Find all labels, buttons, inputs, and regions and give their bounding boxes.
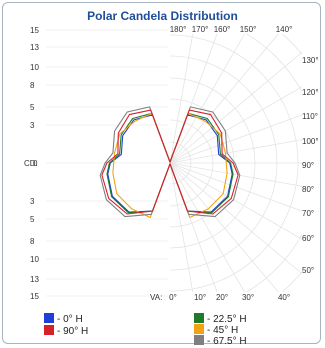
- legend-item: - 0° H: [44, 313, 83, 325]
- legend-label: - 45° H: [207, 325, 239, 336]
- cd-tick-label: 0: [33, 159, 38, 168]
- legend-label: - 0° H: [57, 314, 83, 325]
- legend-swatch: [44, 325, 54, 335]
- right-angle-label: 80°: [302, 185, 314, 194]
- grid-spoke: [169, 34, 194, 164]
- legend-swatch: [194, 335, 204, 345]
- grid-spoke: [169, 162, 302, 187]
- grid-spoke: [169, 86, 302, 164]
- cd-tick-label: 3: [30, 121, 35, 130]
- cd-tick-label: 10: [30, 255, 39, 264]
- right-angle-label: 70°: [302, 209, 314, 218]
- legend-item: - 67.5° H: [194, 335, 247, 347]
- top-angle-label: 160°: [214, 25, 231, 34]
- cd-tick-label: 15: [30, 26, 39, 35]
- legend-label: - 22.5° H: [207, 314, 247, 325]
- legend-item: - 22.5° H: [194, 313, 247, 325]
- legend-swatch: [194, 324, 204, 334]
- chart-title: Polar Candela Distribution: [87, 9, 238, 23]
- bottom-angle-label: 40°: [278, 293, 290, 302]
- cd-tick-label: 8: [30, 237, 35, 246]
- right-angle-label: 50°: [302, 266, 314, 275]
- right-angle-label: 90°: [302, 161, 314, 170]
- legend-item: - 90° H: [44, 325, 88, 337]
- legend-swatch: [194, 313, 204, 323]
- bottom-angle-label: 20°: [216, 293, 228, 302]
- grid-spoke: [169, 162, 302, 240]
- series-line: [101, 109, 239, 215]
- right-angle-label: 110°: [302, 112, 318, 121]
- grid-spoke: [169, 34, 245, 164]
- legend-swatch: [44, 313, 54, 323]
- grid-spoke: [169, 139, 302, 164]
- cd-tick-label: 10: [30, 63, 39, 72]
- cd-tick-label: 3: [30, 197, 35, 206]
- va-label: VA:: [150, 293, 162, 302]
- cd-tick-label: 15: [30, 292, 39, 301]
- bottom-angle-label: 10°: [194, 293, 206, 302]
- grid-spoke: [169, 162, 302, 212]
- bottom-angle-label: 30°: [242, 293, 254, 302]
- right-angle-label: 60°: [302, 234, 314, 243]
- grid-spoke: [169, 162, 194, 292]
- cd-tick-label: 5: [30, 103, 35, 112]
- right-angle-label: 100°: [302, 137, 319, 146]
- grid-spoke: [169, 162, 245, 292]
- legend-label: - 67.5° H: [207, 336, 247, 347]
- cd-tick-label: 13: [30, 43, 39, 52]
- cd-tick-label: 8: [30, 81, 35, 90]
- grid-spoke: [169, 162, 279, 292]
- legend-label: - 90° H: [57, 326, 89, 337]
- bottom-angle-label: 0°: [169, 293, 177, 302]
- top-angle-label: 150°: [240, 25, 257, 34]
- chart-frame: [2, 2, 321, 344]
- legend-item: - 45° H: [194, 324, 238, 336]
- grid-spoke: [169, 162, 302, 275]
- grid-spoke: [169, 34, 279, 164]
- top-angle-label: 140°: [276, 25, 293, 34]
- right-angle-label: 130°: [302, 56, 319, 65]
- right-angle-label: 120°: [302, 88, 319, 97]
- grid-spoke: [169, 114, 302, 164]
- top-angle-label: 170°: [192, 25, 209, 34]
- cd-tick-label: 5: [30, 215, 35, 224]
- cd-axis-label: CD:: [24, 159, 38, 168]
- top-angle-label: 180°: [170, 25, 187, 34]
- grid-spoke: [169, 51, 302, 164]
- cd-tick-label: 13: [30, 275, 39, 284]
- polar-grid: [169, 34, 302, 292]
